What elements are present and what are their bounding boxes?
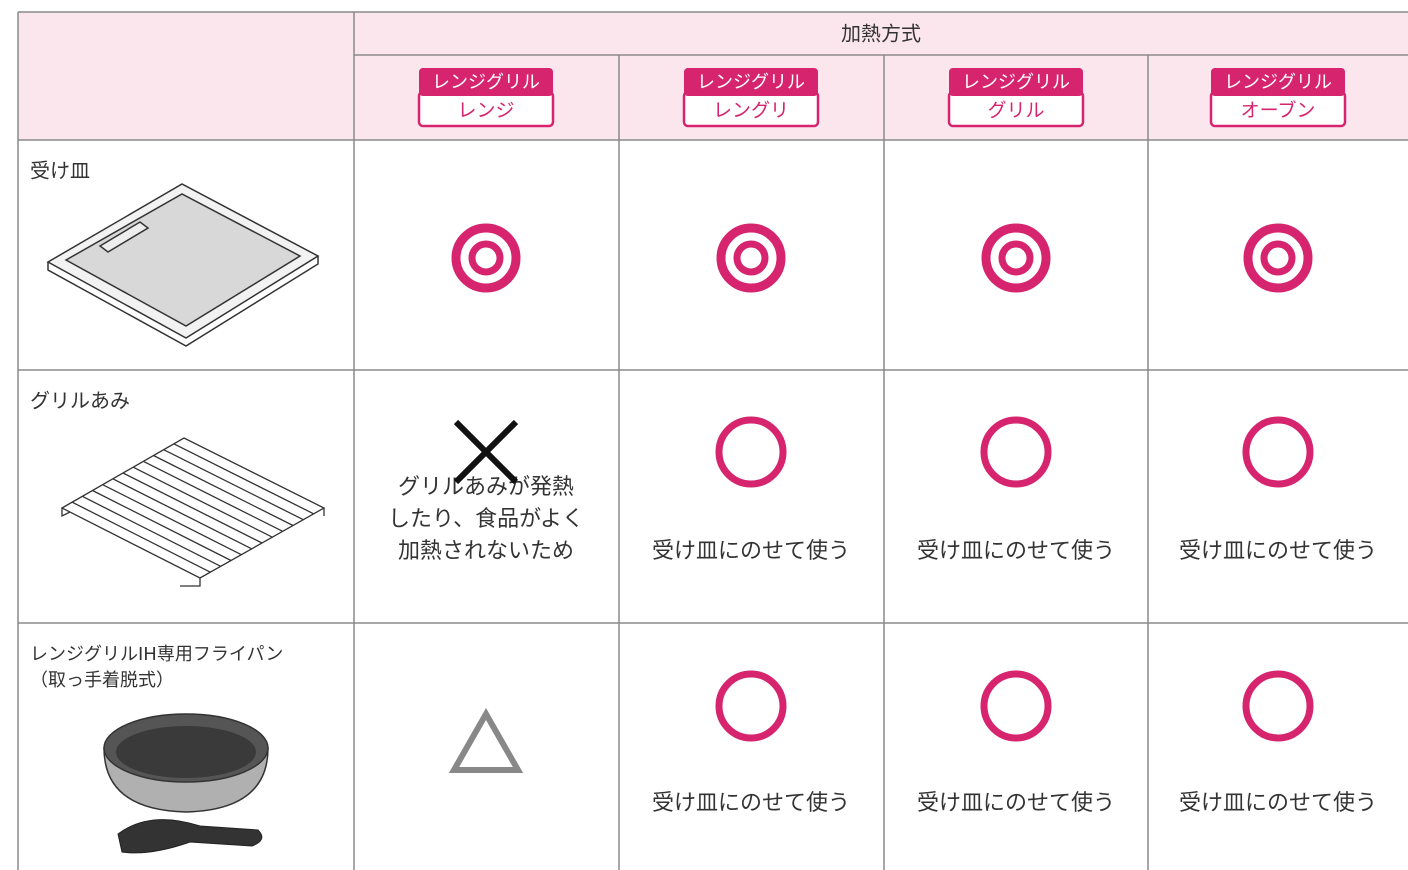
circle (715, 670, 787, 742)
double-circle (451, 223, 521, 293)
cell-note: 受け皿にのせて使う (917, 539, 1115, 564)
grill-bar (153, 454, 294, 527)
circle (715, 416, 787, 488)
grill-image (60, 437, 326, 587)
circle (980, 670, 1052, 742)
row-name: レンジグリルIH専用フライパン (30, 644, 283, 665)
triangle (448, 707, 524, 773)
mode-label: グリル (987, 100, 1044, 122)
cell-note: したり、食品がよく (388, 507, 584, 532)
row-name: グリルあみ (30, 389, 130, 413)
badge-text: レンジグリル (432, 72, 540, 93)
cell-note: 受け皿にのせて使う (652, 791, 850, 816)
grill-bar (82, 495, 221, 567)
grill-bar (163, 449, 304, 521)
double-circle (716, 223, 786, 293)
circle (1242, 416, 1314, 488)
grill-bar (173, 443, 314, 515)
circle (980, 416, 1052, 488)
double-circle (1243, 223, 1313, 293)
badge-top (1211, 68, 1345, 96)
cell-note: 受け皿にのせて使う (917, 791, 1115, 816)
badge-text: レンジグリル (1224, 72, 1332, 93)
cell-note: 受け皿にのせて使う (652, 539, 850, 564)
row-name: 受け皿 (30, 159, 90, 183)
grill-bar (112, 478, 252, 550)
badge-top (684, 68, 818, 96)
tray-image (46, 183, 320, 347)
cell-note: グリルあみが発熱 (398, 475, 574, 500)
badge-top (949, 68, 1083, 96)
grid (17, 11, 1408, 870)
row-name: （取っ手着脱式） (30, 670, 174, 691)
pan-image (103, 713, 269, 854)
header-title: 加熱方式 (841, 22, 921, 46)
circle (1242, 670, 1314, 742)
mode-label: レングリ (713, 100, 789, 122)
grill-bar (102, 484, 242, 556)
grill-bar (92, 489, 232, 562)
cell-note: 受け皿にのせて使う (1179, 791, 1377, 816)
badge-top (419, 68, 553, 96)
badge-text: レンジグリル (962, 72, 1070, 93)
cell-note: 受け皿にのせて使う (1179, 539, 1377, 564)
badge-text: レンジグリル (697, 72, 805, 93)
grill-bar (143, 460, 283, 532)
grill-bar (122, 472, 263, 544)
cell-note: 加熱されないため (398, 539, 574, 564)
grill-bar (71, 501, 211, 573)
mode-label: レンジ (457, 100, 514, 122)
grill-bar (132, 466, 273, 538)
cross (453, 419, 519, 485)
mode-label: オーブン (1241, 99, 1316, 122)
double-circle (981, 223, 1051, 293)
symbols (448, 223, 1314, 773)
